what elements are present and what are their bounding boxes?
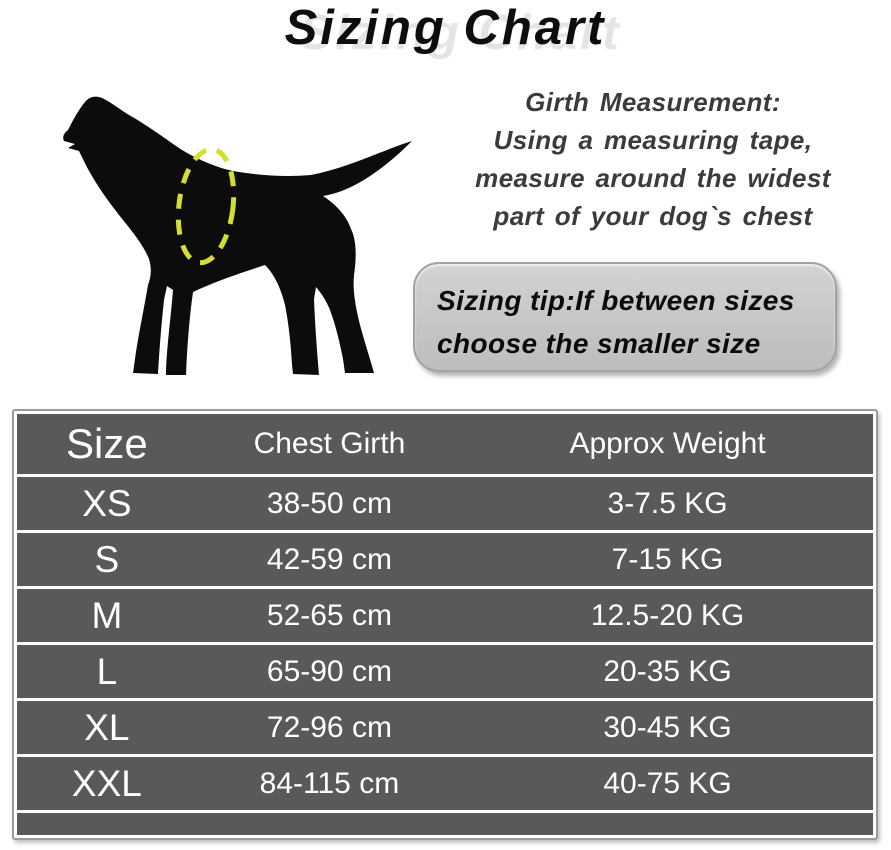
girth-measurement-instructions: Girth Measurement: Using a measuring tap… <box>420 83 886 235</box>
girth-line-2: measure around the widest <box>475 163 831 193</box>
table-row-xl: XL 72-96 cm 30-45 KG <box>17 698 873 754</box>
girth-line-3: part of your dog`s chest <box>493 201 813 231</box>
page-title: Sizing Chart <box>284 1 607 55</box>
weight-value: 12.5-20 KG <box>590 598 745 632</box>
girth-value: 65-90 cm <box>266 654 392 688</box>
sizing-tip-line-2: choose the smaller size <box>437 328 761 359</box>
weight-value: 30-45 KG <box>603 710 732 744</box>
table-row-l: L 65-90 cm 20-35 KG <box>17 642 873 698</box>
size-chart-table: Size Chest Girth Approx Weight XS 38-50 … <box>12 409 878 840</box>
weight-value: 7-15 KG <box>611 542 724 576</box>
table-row-xs: XS 38-50 cm 3-7.5 KG <box>17 474 873 530</box>
table-row-s: S 42-59 cm 7-15 KG <box>17 530 873 586</box>
weight-value: 20-35 KG <box>603 654 732 688</box>
girth-value: 84-115 cm <box>259 766 400 800</box>
sizing-tip-box: Sizing tip:If between sizes choose the s… <box>413 262 837 372</box>
size-value: L <box>96 650 118 692</box>
dog-silhouette-icon <box>63 96 412 376</box>
table-header-row: Size Chest Girth Approx Weight <box>17 414 873 474</box>
girth-value: 38-50 cm <box>266 486 392 520</box>
girth-value: 42-59 cm <box>266 542 392 576</box>
girth-ellipse-marker <box>175 146 237 266</box>
size-value: XS <box>82 482 132 524</box>
size-value: M <box>91 594 123 636</box>
girth-line-1: Using a measuring tape, <box>493 125 813 155</box>
girth-value: 72-96 cm <box>266 710 392 744</box>
header-chest-girth: Chest Girth <box>253 427 406 460</box>
sizing-tip-line-1: Sizing tip:If between sizes <box>437 285 795 316</box>
table-row-m: M 52-65 cm 12.5-20 KG <box>17 586 873 642</box>
table-bottom-filler <box>17 810 873 835</box>
girth-heading: Girth Measurement: <box>525 87 781 117</box>
dog-measurement-diagram <box>48 88 433 388</box>
girth-value: 52-65 cm <box>266 598 392 632</box>
weight-value: 3-7.5 KG <box>607 486 728 520</box>
header-approx-weight: Approx Weight <box>569 427 766 460</box>
size-value: S <box>94 538 120 580</box>
size-value: XXL <box>71 762 142 804</box>
size-value: XL <box>84 706 130 748</box>
weight-value: 40-75 KG <box>603 766 732 800</box>
size-chart-table-body: Size Chest Girth Approx Weight XS 38-50 … <box>17 414 873 835</box>
header-size: Size <box>66 420 148 467</box>
table-row-xxl: XXL 84-115 cm 40-75 KG <box>17 754 873 810</box>
